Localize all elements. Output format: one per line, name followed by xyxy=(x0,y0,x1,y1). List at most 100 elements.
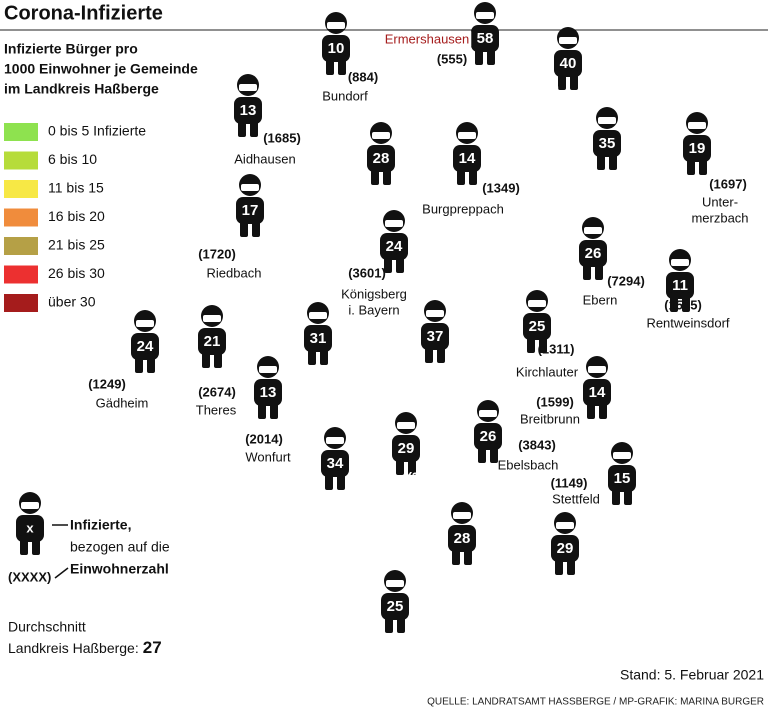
icon-mask xyxy=(239,84,257,91)
infected-count: 14 xyxy=(459,150,476,167)
person-icon xyxy=(453,122,481,185)
icon-mask xyxy=(386,580,404,587)
municipality-name: Ermershausen xyxy=(385,31,470,46)
municipality-name: Riedbach xyxy=(207,265,262,280)
population: (1249) xyxy=(88,376,126,391)
average-value: 27 xyxy=(143,638,162,657)
legend-label: 0 bis 5 Infizierte xyxy=(48,123,146,139)
icon-mask xyxy=(309,312,327,319)
icon-leg xyxy=(425,343,433,363)
icon-mask xyxy=(476,12,494,19)
infected-count: 31 xyxy=(310,330,327,347)
icon-leg xyxy=(252,217,260,237)
municipality-name: Oberaurach xyxy=(452,584,521,599)
municipality-name: Hofheim xyxy=(323,206,371,221)
legend-label: über 30 xyxy=(48,294,96,310)
population: (555) xyxy=(437,51,467,66)
person-icon xyxy=(367,122,395,185)
person-icon xyxy=(198,305,226,368)
icon-leg xyxy=(396,253,404,273)
municipality-name: a. Main xyxy=(384,503,427,518)
icon-mask xyxy=(559,37,577,44)
infected-count: 29 xyxy=(398,440,415,457)
population: (2674) xyxy=(198,384,236,399)
icon-leg xyxy=(555,555,563,575)
icon-mask xyxy=(688,122,706,129)
key-symbol: x xyxy=(26,520,34,535)
icon-leg xyxy=(609,150,617,170)
icon-leg xyxy=(396,455,404,475)
municipality-name: Burgpreppach xyxy=(422,201,504,216)
legend-label: 11 bis 15 xyxy=(48,180,104,196)
icon-leg xyxy=(325,470,333,490)
icon-mask xyxy=(203,315,221,322)
infected-count: 26 xyxy=(480,428,497,445)
municipality-name: Haßfurt xyxy=(306,380,350,395)
icon-leg xyxy=(567,555,575,575)
person-icon xyxy=(608,442,636,505)
icon-mask xyxy=(613,452,631,459)
person-icon xyxy=(236,174,264,237)
infected-count: 24 xyxy=(137,338,154,355)
icon-leg xyxy=(699,155,707,175)
person-icon xyxy=(321,427,349,490)
infected-count: 21 xyxy=(204,333,221,350)
icon-leg xyxy=(20,535,28,555)
infected-count: 25 xyxy=(387,598,404,615)
title: Corona-Infizierte xyxy=(4,2,163,24)
icon-leg xyxy=(487,45,495,65)
municipality-name: Königsberg xyxy=(341,286,407,301)
municipality-name: Sand xyxy=(390,487,420,502)
municipality-name: merzbach xyxy=(691,210,748,225)
infected-count: 26 xyxy=(585,245,602,262)
population: (1599) xyxy=(536,394,574,409)
infected-count: 15 xyxy=(614,470,631,487)
legend-swatch xyxy=(4,294,38,312)
icon-leg xyxy=(250,117,258,137)
icon-leg xyxy=(202,348,210,368)
icon-mask xyxy=(241,184,259,191)
infected-count: 28 xyxy=(454,530,471,547)
person-icon xyxy=(666,249,694,312)
infected-count: 37 xyxy=(427,328,444,345)
infected-count: 19 xyxy=(689,140,706,157)
population: (1477) xyxy=(558,165,596,180)
infected-count: 13 xyxy=(240,102,257,119)
legend-swatch xyxy=(4,208,38,227)
legend-swatch xyxy=(4,123,38,141)
icon-mask xyxy=(327,22,345,29)
infected-count: 58 xyxy=(477,30,494,47)
average-label: Durchschnitt xyxy=(8,619,86,635)
infected-count: 17 xyxy=(242,202,259,219)
icon-leg xyxy=(539,333,547,353)
icon-leg xyxy=(469,165,477,185)
person-icon xyxy=(551,512,579,575)
icon-leg xyxy=(595,260,603,280)
municipality-name: Ebelsbach xyxy=(498,457,559,472)
average-label: Landkreis Haßberge: xyxy=(8,640,139,656)
population: (2014) xyxy=(245,431,283,446)
population: (1595) xyxy=(664,297,702,312)
person-icon xyxy=(448,502,476,565)
side-panel: Infizierte Bürger pro 1000 Einwohner je G… xyxy=(4,41,764,708)
person-icon xyxy=(381,570,409,633)
icon-mask xyxy=(372,132,390,139)
icon-leg xyxy=(457,165,465,185)
icon-leg xyxy=(408,455,416,475)
icon-leg xyxy=(258,399,266,419)
infected-count: 10 xyxy=(328,40,345,57)
person-icon xyxy=(523,290,551,353)
population: (1697) xyxy=(709,176,747,191)
icon-leg xyxy=(475,45,483,65)
population: (5064) xyxy=(316,186,354,201)
icon-leg xyxy=(452,545,460,565)
icon-leg xyxy=(599,399,607,419)
municipality-name: Gädheim xyxy=(96,395,149,410)
municipality-name: i. Bayern xyxy=(348,302,399,317)
icon-mask xyxy=(136,320,154,327)
municipality-name: Stettfeld xyxy=(552,491,600,506)
legend-label: 21 bis 25 xyxy=(48,237,105,253)
icon-leg xyxy=(238,117,246,137)
icon-leg xyxy=(240,217,248,237)
